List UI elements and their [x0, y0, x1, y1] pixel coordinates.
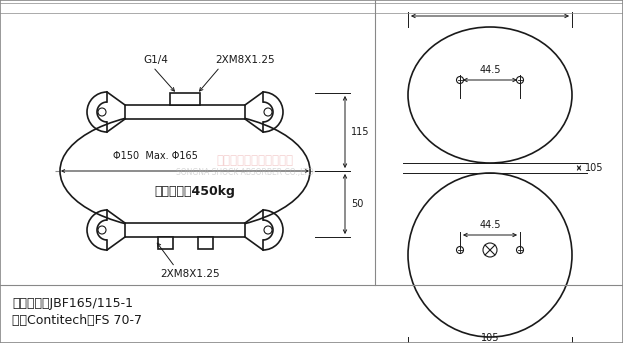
Text: 最大承载：450kg: 最大承载：450kg	[155, 185, 235, 198]
Text: 105: 105	[585, 163, 604, 173]
Text: 2XM8X1.25: 2XM8X1.25	[160, 269, 220, 279]
Circle shape	[98, 226, 106, 234]
Bar	[170, 93, 200, 105]
Circle shape	[408, 173, 572, 337]
Circle shape	[483, 243, 497, 257]
Text: 对应Contitech：FS 70-7: 对应Contitech：FS 70-7	[12, 315, 142, 328]
Circle shape	[264, 226, 272, 234]
Circle shape	[457, 247, 464, 253]
Text: 上海松夏减震器有限公司: 上海松夏减震器有限公司	[217, 154, 293, 167]
Circle shape	[457, 76, 464, 83]
Text: Φ150  Max. Φ165: Φ150 Max. Φ165	[113, 151, 197, 161]
Text: 50: 50	[351, 199, 363, 209]
Text: SONGNA SHOCK ABSORBER CO.,LTD: SONGNA SHOCK ABSORBER CO.,LTD	[176, 168, 314, 177]
Text: 2XM8X1.25: 2XM8X1.25	[215, 55, 275, 65]
Bar	[125, 223, 245, 237]
Text: 44.5: 44.5	[479, 65, 501, 75]
Text: 115: 115	[351, 127, 369, 137]
Ellipse shape	[408, 27, 572, 163]
Bar	[158, 237, 173, 249]
Bar	[197, 237, 212, 249]
Circle shape	[98, 108, 106, 116]
Text: 44.5: 44.5	[479, 220, 501, 230]
Ellipse shape	[60, 111, 310, 231]
Text: 105: 105	[481, 333, 499, 343]
Circle shape	[516, 76, 523, 83]
Bar	[125, 105, 245, 119]
Circle shape	[264, 108, 272, 116]
Circle shape	[516, 247, 523, 253]
Text: 产品型号：JBF165/115-1: 产品型号：JBF165/115-1	[12, 296, 133, 309]
Text: G1/4: G1/4	[143, 55, 168, 65]
